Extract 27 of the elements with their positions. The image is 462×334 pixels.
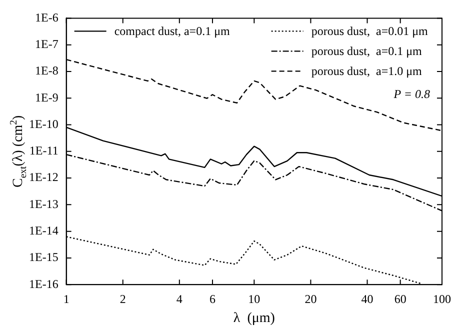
y-tick-label: 1E-10 — [29, 116, 58, 131]
legend-label: porous dust, a=1.0 μm — [311, 64, 423, 78]
x-tick-label: 1 — [63, 292, 70, 306]
y-tick-label: 1E-7 — [35, 36, 58, 51]
x-axis-title: λ (μm) — [233, 311, 276, 326]
y-tick-label: 1E-12 — [29, 170, 58, 184]
y-tick-label: 1E-15 — [29, 250, 58, 264]
y-tick-label: 1E-6 — [35, 10, 58, 24]
x-tick-label: 2 — [120, 292, 126, 306]
x-tick-label: 100 — [433, 292, 451, 306]
y-axis-title: Cext(λ) (cm2) — [8, 114, 30, 188]
y-tick-label: 1E-14 — [29, 223, 58, 238]
x-tick-label: 10 — [248, 292, 260, 306]
y-tick-label: 1E-8 — [35, 64, 58, 78]
y-tick-label: 1E-16 — [29, 276, 58, 291]
x-tick-label: 20 — [304, 292, 317, 306]
annotation: P = 0.8 — [392, 87, 430, 102]
x-tick-label: 4 — [176, 292, 182, 306]
legend-label: porous dust, a=0.01 μm — [311, 24, 429, 38]
y-tick-label: 1E-13 — [29, 196, 58, 211]
y-tick-label: 1E-11 — [29, 144, 58, 158]
x-tick-label: 60 — [394, 292, 406, 306]
legend-label: porous dust, a=0.1 μm — [311, 44, 423, 58]
y-tick-label: 1E-9 — [35, 90, 58, 104]
x-tick-label: 40 — [361, 292, 374, 306]
legend-label: compact dust, a=0.1 μm — [114, 24, 231, 38]
x-tick-label: 6 — [209, 292, 216, 306]
